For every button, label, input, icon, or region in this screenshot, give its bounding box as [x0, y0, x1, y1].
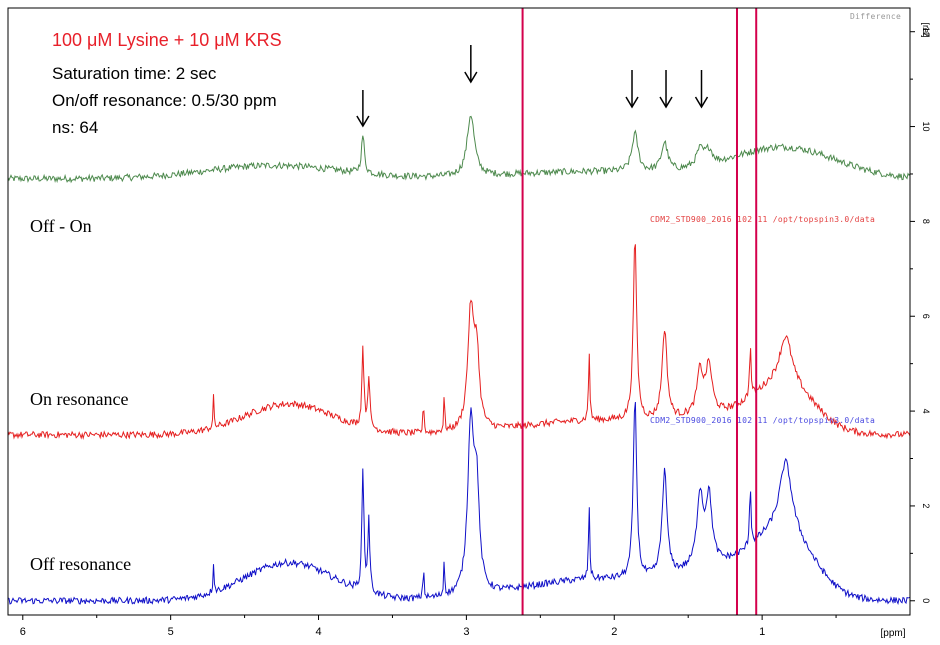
off-resonance-label: Off resonance [30, 554, 132, 574]
arrow-5 [694, 70, 709, 109]
arrow-head [694, 96, 709, 109]
scan-count-text: ns: 64 [52, 118, 99, 137]
off-resonance-path-note: CDM2_STD900_2016 102 11 /opt/topspin3.0/… [650, 416, 876, 425]
difference-spectrum-line [7, 115, 911, 184]
y-tick-label-8: 8 [921, 219, 931, 224]
x-tick-label-2: 2 [611, 626, 617, 638]
arrow-2 [464, 45, 478, 84]
arrow-1 [356, 90, 370, 128]
x-tick-label-6: 6 [20, 626, 26, 638]
series-layer [7, 115, 911, 605]
on-off-resonance-text: On/off resonance: 0.5/30 ppm [52, 91, 277, 110]
x-tick-label-4: 4 [315, 626, 321, 638]
on-resonance-path-note: CDM2_STD900_2016 102 11 /opt/topspin3.0/… [650, 215, 876, 224]
off-resonance-spectrum-line [7, 401, 911, 605]
y-tick-label-12: 12 [921, 27, 931, 37]
arrow-head [464, 71, 478, 84]
on-resonance-label: On resonance [30, 389, 129, 409]
x-tick-label-5: 5 [168, 626, 174, 638]
arrow-4 [659, 70, 673, 109]
y-tick-label-0: 0 [921, 598, 931, 603]
x-tick-label-3: 3 [463, 626, 469, 638]
y-tick-label-10: 10 [921, 122, 931, 132]
y-tick-label-2: 2 [921, 503, 931, 508]
arrow-head [659, 96, 673, 109]
x-axis-label: [ppm] [880, 628, 905, 639]
axes: 6 5 4 3 2 1 [ppm] 0 2 4 6 8 10 12[rel] [7, 7, 931, 639]
arrow-head [625, 96, 639, 109]
arrow-head [356, 115, 370, 128]
difference-spectrum-label: Off - On [30, 216, 92, 236]
vertical-markers [521, 8, 758, 615]
difference-note: Difference [850, 12, 902, 21]
experiment-title: 100 μM Lysine + 10 μM KRS [52, 30, 282, 50]
on-resonance-spectrum-line [7, 244, 911, 440]
y-axis-label: [rel] [921, 22, 931, 37]
saturation-time-text: Saturation time: 2 sec [52, 64, 217, 83]
y-tick-label-6: 6 [921, 314, 931, 319]
y-tick-label-4: 4 [921, 409, 931, 414]
arrow-annotations [356, 45, 709, 128]
x-tick-label-1: 1 [759, 626, 765, 638]
plot-frame [7, 7, 911, 616]
arrow-3 [625, 70, 639, 109]
